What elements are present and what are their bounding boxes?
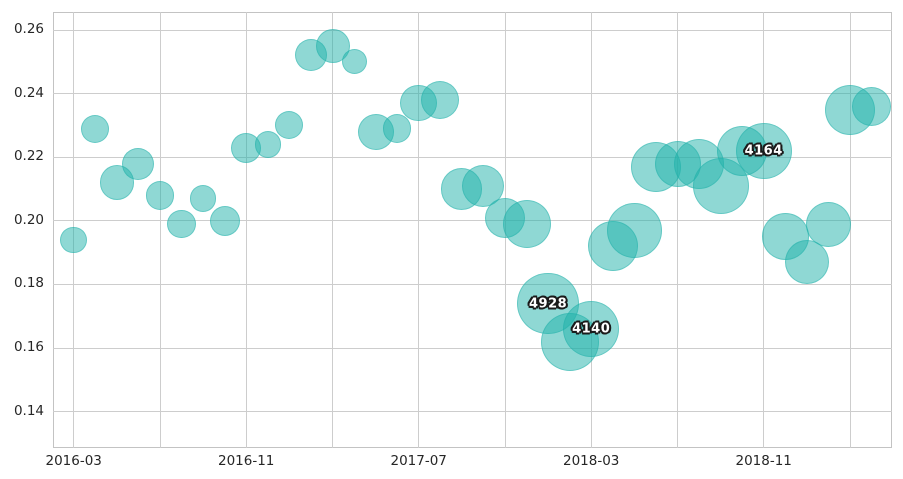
y-tick-label: 0.26 bbox=[13, 21, 44, 37]
bubble-2016-10 bbox=[209, 205, 240, 236]
bubble-2016-08 bbox=[167, 209, 196, 239]
bubble-2016-09 bbox=[189, 185, 217, 212]
y-gridline bbox=[53, 283, 892, 285]
y-tick-label: 0.20 bbox=[13, 211, 44, 228]
x-gridline bbox=[159, 12, 161, 448]
x-gridline bbox=[677, 12, 678, 448]
bubble-2019-04 bbox=[852, 86, 891, 126]
bubble-2016-12 bbox=[254, 131, 282, 158]
x-tick-label: 2018-11 bbox=[735, 453, 792, 469]
y-tick-label: 0.22 bbox=[13, 148, 44, 165]
bubble-2016-04 bbox=[81, 114, 110, 143]
x-tick-label: 2016-11 bbox=[217, 453, 275, 469]
bubble-2016-03 bbox=[60, 226, 87, 254]
bubble-size-label: 4164 bbox=[744, 143, 783, 159]
y-gridline bbox=[53, 156, 892, 158]
y-gridline bbox=[53, 220, 892, 222]
bubble-2018-03 bbox=[563, 300, 620, 358]
x-tick-label: 2017-07 bbox=[390, 453, 447, 469]
y-gridline bbox=[53, 411, 892, 413]
y-gridline bbox=[53, 29, 892, 31]
x-gridline bbox=[245, 12, 247, 448]
bubble-2016-06 bbox=[122, 147, 155, 180]
bubble-2017-08 bbox=[421, 80, 460, 120]
x-tick-label: 2018-03 bbox=[562, 453, 620, 469]
y-tick-label: 0.14 bbox=[13, 402, 44, 419]
y-tick-label: 0.18 bbox=[13, 275, 44, 292]
y-tick-label: 0.16 bbox=[13, 339, 44, 355]
x-gridline bbox=[590, 12, 592, 448]
bubble-size-label: 4928 bbox=[529, 296, 568, 311]
bubble-2017-01 bbox=[275, 111, 304, 140]
x-gridline bbox=[418, 12, 420, 448]
bubble-2018-05 bbox=[607, 203, 662, 258]
bubble-2017-04 bbox=[341, 49, 367, 75]
bubble-2019-01 bbox=[784, 240, 829, 285]
x-tick-label: 2016-03 bbox=[45, 453, 102, 469]
y-tick-label: 0.24 bbox=[13, 84, 44, 101]
bubble-size-label: 4140 bbox=[572, 321, 611, 337]
y-gridline bbox=[53, 347, 892, 349]
bubble-2018-11 bbox=[735, 122, 792, 179]
bubble-2019-02 bbox=[805, 201, 851, 247]
y-gridline bbox=[53, 93, 892, 95]
bubble-2017-06 bbox=[382, 114, 412, 143]
x-gridline bbox=[332, 12, 333, 448]
bubble-2017-12 bbox=[502, 200, 551, 248]
bubble-2016-07 bbox=[145, 181, 175, 210]
